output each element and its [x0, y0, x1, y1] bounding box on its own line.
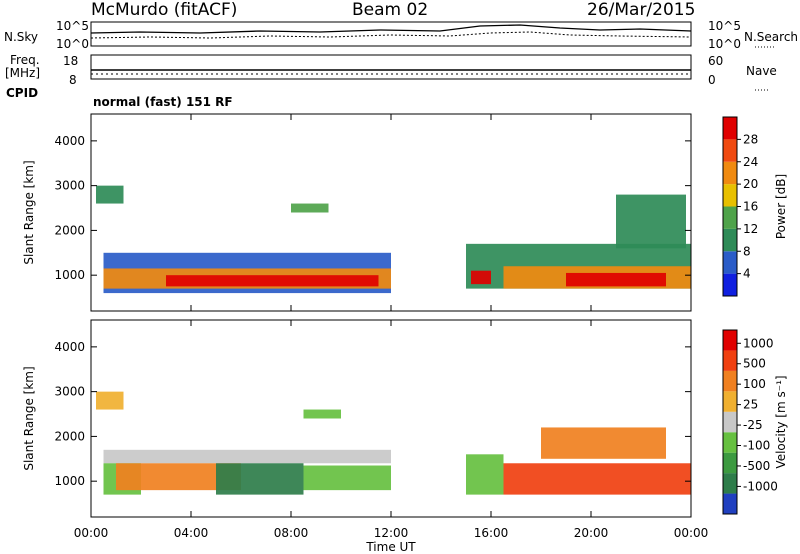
colorbar-tick-label: 100: [743, 377, 766, 391]
data-region-0: [103, 449, 391, 464]
colorbar-swatch: [723, 273, 737, 296]
colorbar-swatch: [723, 350, 737, 371]
colorbar-tick-label: 20: [743, 177, 758, 191]
colorbar-swatch: [723, 411, 737, 433]
colorbar-tick-label: 1000: [743, 336, 774, 350]
colorbar-swatch: [723, 184, 737, 207]
heatmap-panel-velocity: 1000 2000 3000 4000 Slant Range [km] 1000 500 1…: [22, 319, 788, 554]
x-axis-label: Time UT: [365, 540, 416, 554]
data-region-6: [566, 272, 666, 287]
nsearch-trace: [90, 31, 692, 39]
xtick-label: 12:00: [374, 526, 409, 540]
colorbar-tick-label: 28: [743, 132, 758, 146]
ytick-label: 1000: [54, 474, 85, 488]
colorbar-tick-label: 24: [743, 155, 758, 169]
data-region-3: [216, 463, 304, 495]
ytick-label: 4000: [54, 340, 85, 354]
colorbar-swatch: [723, 493, 737, 514]
colorbar-tick-label: 12: [743, 222, 758, 236]
freq-nave-panel: [90, 54, 692, 80]
colorbar-frame: [722, 329, 738, 515]
date-title: 26/Mar/2015: [587, 0, 696, 20]
colorbar-tick-label: 25: [743, 398, 758, 412]
data-region-8: [291, 203, 329, 213]
data-region-6: [503, 463, 691, 495]
colorbar-swatch: [723, 139, 737, 162]
ytick-label: 2000: [54, 429, 85, 443]
ytick-label: 3000: [54, 385, 85, 399]
ytick-label: 1000: [54, 268, 85, 282]
data-region-2: [166, 275, 379, 287]
colorbar-swatch: [723, 473, 737, 494]
ytick-label: 4000: [54, 134, 85, 148]
xtick-label: 00:00: [674, 526, 709, 540]
y-axis-label: Slant Range [km]: [22, 366, 36, 470]
nsky-trace: [90, 24, 692, 34]
nsearch-tick-high: 10^5: [708, 19, 741, 33]
data-region-8: [96, 391, 124, 410]
nsky-label: N.Sky: [4, 30, 39, 44]
colorbar-swatch: [723, 228, 737, 252]
y-axis-label: Slant Range [km]: [22, 160, 36, 264]
beam-title: Beam 02: [352, 0, 429, 20]
colorbar-swatch: [723, 117, 737, 140]
data-region-9: [616, 194, 686, 249]
data-region-7: [541, 427, 666, 459]
data-region-9: [303, 409, 341, 419]
colorbar-swatch: [723, 206, 737, 229]
colorbar-swatch: [723, 251, 737, 274]
colorbar-tick-label: 4: [743, 267, 751, 281]
station-title: McMurdo (fitACF): [91, 0, 238, 20]
data-region-4: [303, 465, 391, 491]
freq-tick-high: 18: [63, 54, 79, 68]
colorbar-tick-label: -100: [743, 439, 770, 453]
nsearch-label: N.Search: [744, 30, 799, 44]
nave-tick-low: 0: [708, 73, 716, 87]
nsky-tick-low: 10^0: [56, 37, 89, 51]
colorbar-tick-label: -25: [743, 418, 763, 432]
colorbar-swatch: [723, 391, 737, 412]
heatmap-panel-power: 1000 2000 3000 4000 Slant Range [km] 4 8 12 16 20…: [22, 113, 788, 312]
cpid-value: normal (fast) 151 RF: [93, 95, 233, 109]
colorbar-swatch: [723, 161, 737, 185]
colorbar-tick-label: 16: [743, 200, 758, 214]
xtick-label: 00:00: [74, 526, 109, 540]
xtick-label: 08:00: [274, 526, 309, 540]
cpid-label: CPID: [6, 86, 39, 100]
ytick-label: 3000: [54, 179, 85, 193]
colorbar-swatch: [723, 432, 737, 453]
colorbar-label: Power [dB]: [774, 174, 788, 239]
xtick-label: 04:00: [174, 526, 209, 540]
ytick-label: 2000: [54, 223, 85, 237]
colorbar-tick-label: -500: [743, 459, 770, 473]
colorbar-swatch: [723, 370, 737, 392]
nsearch-tick-low: 10^0: [708, 37, 741, 51]
xtick-label: 16:00: [474, 526, 509, 540]
xtick-label: 20:00: [574, 526, 609, 540]
freq-tick-low: 8: [69, 73, 77, 87]
data-region-7: [96, 185, 124, 204]
colorbar-swatch: [723, 452, 737, 474]
colorbar-tick-label: 8: [743, 244, 751, 258]
colorbar-tick-label: 500: [743, 357, 766, 371]
nave-label: Nave: [746, 64, 777, 78]
colorbar-swatch: [723, 330, 737, 351]
colorbar-label: Velocity [m s⁻¹]: [774, 375, 788, 468]
colorbar-tick-label: -1000: [743, 479, 778, 493]
freq-label-line1: Freq.: [10, 53, 40, 67]
data-region-5: [466, 454, 504, 495]
nsky-nsearch-panel: [90, 21, 692, 47]
freq-label-line2: [MHz]: [5, 66, 41, 80]
data-region-4: [471, 270, 491, 285]
nsky-tick-high: 10^5: [56, 19, 89, 33]
nave-tick-high: 60: [708, 54, 724, 68]
